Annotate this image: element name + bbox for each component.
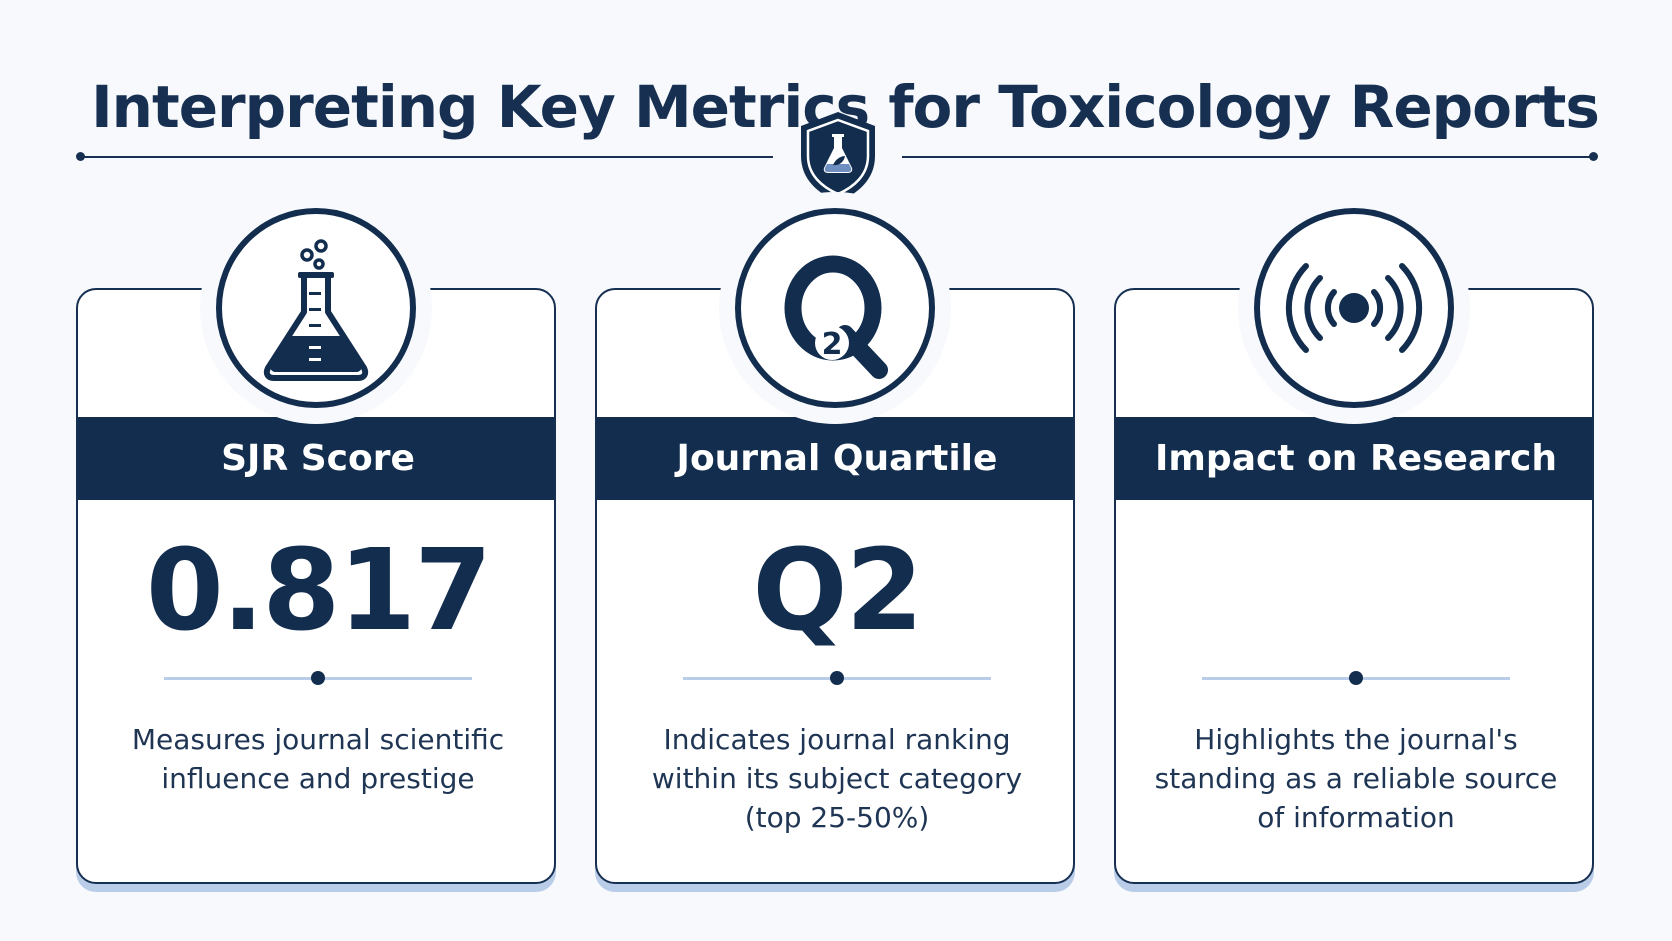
card-panel: SJR Score 0.817 Measures journal scienti…	[76, 288, 556, 884]
card-header-band	[1116, 417, 1592, 500]
metric-card-journal-quartile: Journal Quartile Q2 Indicates journal ra…	[595, 208, 1075, 888]
card-heading: Impact on Research	[1155, 438, 1557, 479]
card-divider-dot	[1349, 671, 1363, 685]
card-header-band	[597, 417, 1073, 500]
title-divider-right	[902, 156, 1594, 158]
card-icon-ring	[1254, 208, 1454, 408]
card-divider-dot	[311, 671, 325, 685]
card-description: Indicates journal ranking within its sub…	[651, 723, 1023, 834]
shield-flask-icon	[801, 112, 875, 202]
q2-quartile-icon: 2	[784, 255, 888, 379]
broadcast-signal-icon	[1285, 263, 1423, 353]
card-heading: SJR Score	[221, 438, 415, 479]
card-divider-dot	[830, 671, 844, 685]
journal-quartile-value: Q2	[752, 526, 923, 656]
metric-card-sjr-score: SJR Score 0.817 Measures journal scienti…	[76, 208, 556, 888]
q2-icon-digit: 2	[822, 327, 843, 362]
card-icon-badge: 2	[735, 208, 935, 408]
title-divider-left	[80, 156, 773, 158]
metric-card-impact-on-research: Impact on Research Highlights the journa…	[1114, 208, 1594, 888]
sjr-score-value: 0.817	[145, 526, 492, 656]
card-header-band	[78, 417, 554, 500]
card-icon-badge	[216, 208, 416, 408]
title-divider-right-dot	[1589, 152, 1598, 161]
card-heading: Journal Quartile	[676, 438, 998, 479]
card-description: Measures journal scientific influence an…	[131, 723, 505, 795]
card-icon-ring	[216, 208, 416, 408]
card-icon-badge	[1254, 208, 1454, 408]
card-icon-ring	[735, 208, 935, 408]
card-description: Highlights the journal's standing as a r…	[1154, 723, 1558, 834]
erlenmeyer-flask-icon	[263, 239, 369, 381]
title-divider-left-dot	[76, 152, 85, 161]
